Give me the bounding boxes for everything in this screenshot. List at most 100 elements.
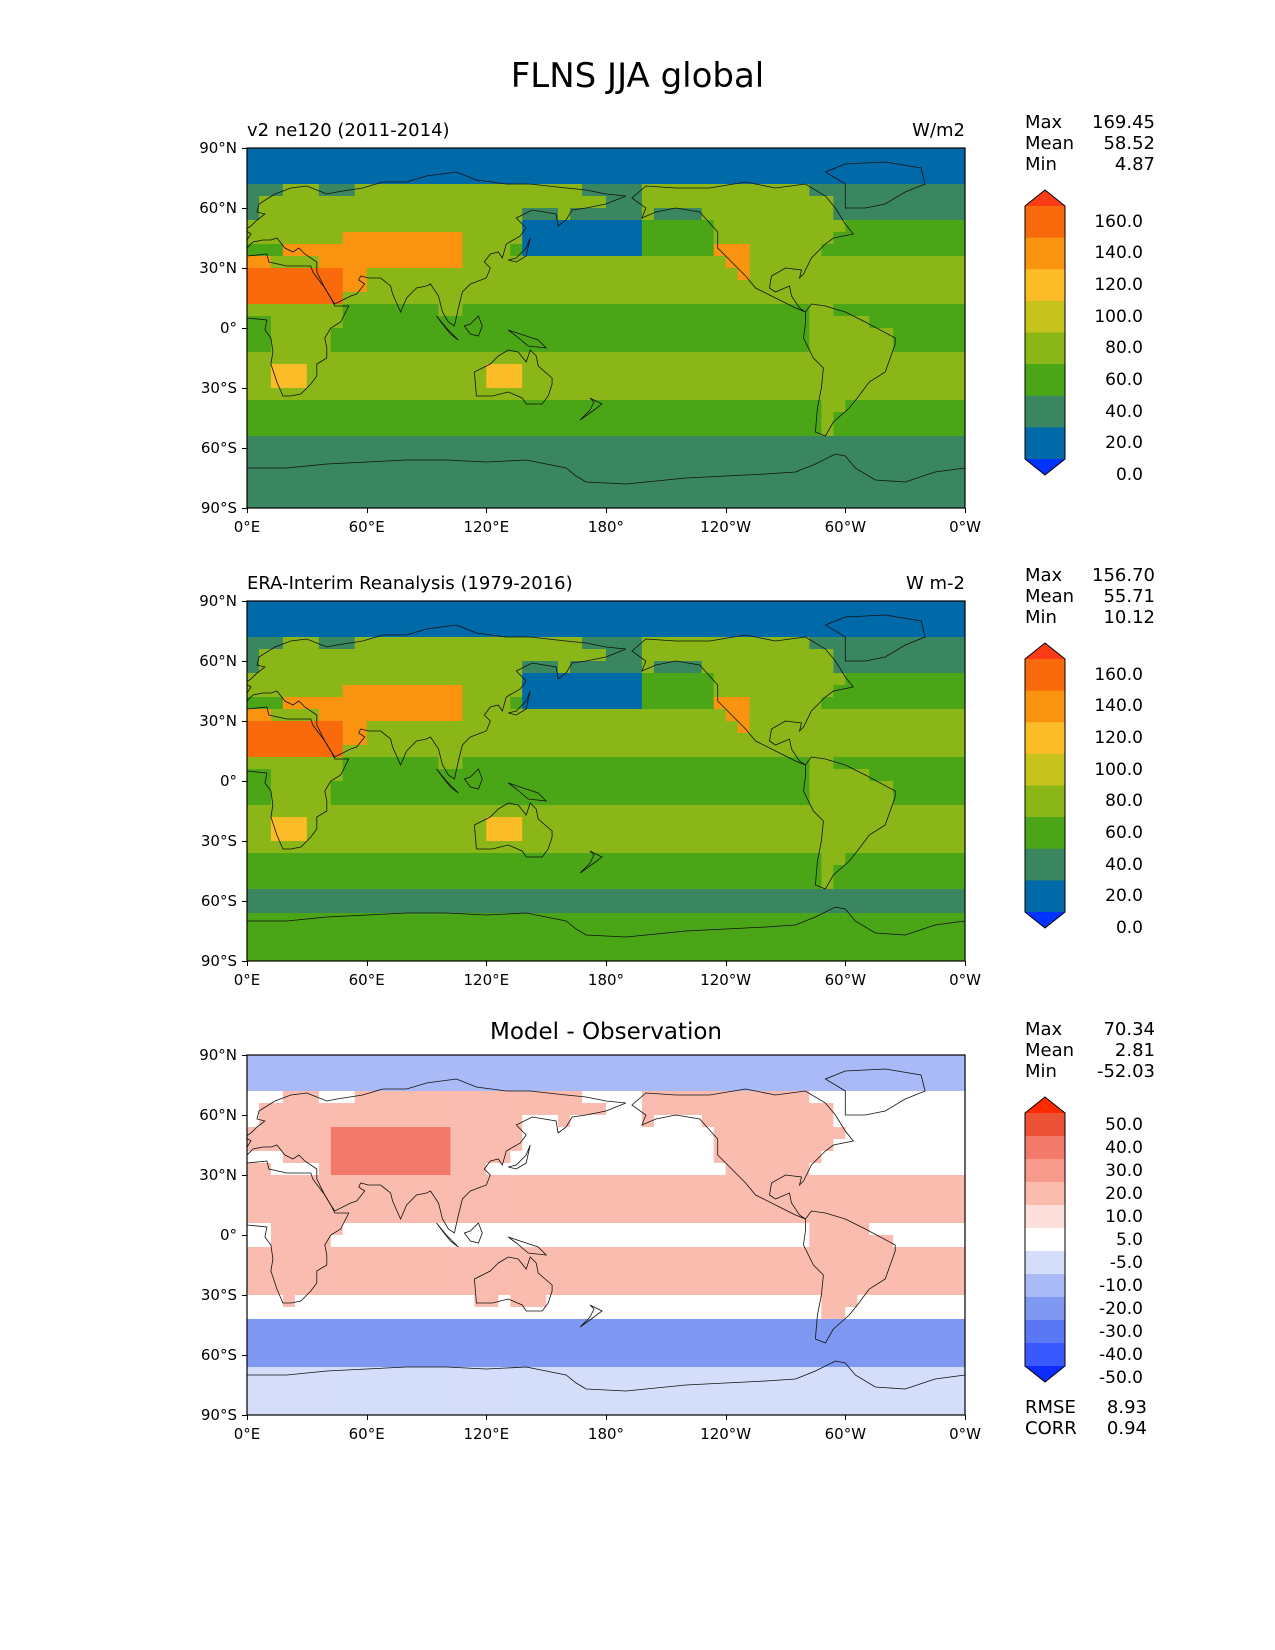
- field-cell: [689, 160, 703, 173]
- field-cell: [917, 160, 930, 173]
- field-cell: [582, 424, 595, 437]
- field-cell: [534, 184, 547, 197]
- field-cell: [414, 1067, 428, 1080]
- field-cell: [294, 1079, 308, 1092]
- field-cell: [510, 781, 523, 794]
- field-cell: [366, 697, 380, 710]
- field-cell: [618, 148, 631, 161]
- field-cell: [665, 685, 679, 698]
- field-cell: [606, 1115, 619, 1128]
- field-cell: [869, 232, 882, 245]
- field-cell: [749, 709, 763, 722]
- colorbar-swatch: [1025, 427, 1065, 460]
- field-cell: [486, 853, 499, 866]
- field-cell: [833, 865, 846, 878]
- field-cell: [390, 745, 404, 758]
- field-cell: [785, 172, 799, 185]
- field-cell: [701, 436, 715, 449]
- field-cell: [893, 661, 906, 674]
- field-cell: [318, 913, 332, 926]
- field-cell: [845, 733, 858, 746]
- field-cell: [653, 1139, 667, 1152]
- field-cell: [474, 244, 487, 257]
- field-cell: [594, 1139, 607, 1152]
- field-cell: [941, 949, 954, 961]
- field-cell: [450, 1151, 463, 1164]
- field-cell: [665, 220, 679, 233]
- field-cell: [270, 1067, 284, 1080]
- field-cell: [701, 328, 715, 341]
- field-cell: [534, 412, 547, 425]
- field-cell: [629, 1259, 643, 1272]
- field-cell: [486, 733, 499, 746]
- field-cell: [749, 388, 763, 401]
- field-cell: [941, 733, 954, 746]
- field-cell: [498, 805, 511, 818]
- field-cell: [330, 925, 344, 938]
- field-cell: [474, 805, 487, 818]
- field-cell: [450, 1115, 463, 1128]
- field-cell: [342, 1067, 356, 1080]
- field-cell: [247, 1175, 260, 1188]
- field-cell: [761, 1271, 775, 1284]
- field-cell: [737, 685, 751, 698]
- field-cell: [522, 232, 535, 245]
- field-cell: [773, 1151, 787, 1164]
- field-cell: [857, 1211, 870, 1224]
- field-cell: [342, 1163, 356, 1176]
- field-cell: [342, 292, 356, 305]
- field-cell: [845, 805, 858, 818]
- field-cell: [665, 877, 679, 890]
- y-tick-label: 60°S: [200, 892, 237, 910]
- field-cell: [725, 637, 739, 650]
- field-cell: [546, 448, 559, 461]
- field-cell: [641, 721, 655, 734]
- field-cell: [905, 1247, 918, 1260]
- field-cell: [761, 1295, 775, 1308]
- field-cell: [857, 316, 870, 329]
- field-cell: [390, 925, 404, 938]
- field-cell: [366, 1283, 380, 1296]
- field-cell: [749, 1259, 763, 1272]
- field-cell: [474, 1187, 487, 1200]
- field-cell: [929, 637, 942, 650]
- field-cell: [821, 781, 834, 794]
- field-cell: [797, 244, 811, 257]
- field-cell: [582, 400, 595, 413]
- field-cell: [259, 925, 272, 938]
- field-cell: [713, 448, 727, 461]
- x-tick-mark: [366, 961, 368, 966]
- field-cell: [390, 220, 404, 233]
- field-cell: [522, 781, 535, 794]
- field-cell: [713, 877, 727, 890]
- field-cell: [247, 496, 260, 508]
- field-cell: [534, 1079, 547, 1092]
- field-cell: [749, 757, 763, 770]
- field-cell: [845, 220, 858, 233]
- field-cell: [689, 685, 703, 698]
- field-cell: [402, 889, 416, 902]
- field-cell: [294, 1139, 308, 1152]
- field-cell: [402, 793, 416, 806]
- field-cell: [773, 268, 787, 281]
- field-cell: [259, 172, 272, 185]
- field-cell: [366, 1247, 380, 1260]
- field-cell: [390, 1091, 404, 1104]
- field-cell: [498, 685, 511, 698]
- field-cell: [594, 316, 607, 329]
- field-cell: [881, 853, 894, 866]
- field-cell: [366, 1271, 380, 1284]
- field-cell: [737, 400, 751, 413]
- field-cell: [749, 184, 763, 197]
- field-cell: [342, 709, 356, 722]
- field-cell: [366, 829, 380, 842]
- field-cell: [378, 1079, 392, 1092]
- field-cell: [414, 853, 428, 866]
- field-cell: [821, 721, 834, 734]
- field-cell: [701, 400, 715, 413]
- field-cell: [354, 1127, 368, 1140]
- field-cell: [259, 781, 272, 794]
- field-cell: [701, 484, 715, 497]
- field-cell: [893, 316, 906, 329]
- field-cell: [665, 649, 679, 662]
